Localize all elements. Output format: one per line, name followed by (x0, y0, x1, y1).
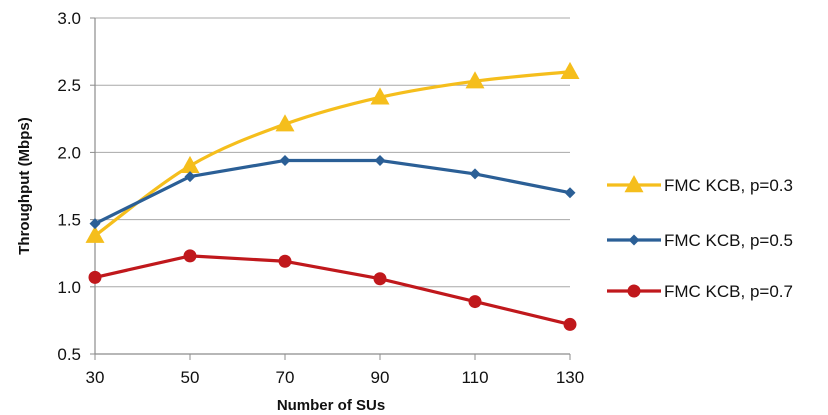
diamond-marker (469, 168, 481, 180)
y-tick-label: 3.0 (57, 9, 81, 28)
series-line (94, 158, 571, 226)
series-2 (89, 154, 576, 230)
circle-marker (88, 270, 102, 284)
diamond-marker (564, 187, 576, 199)
diamond-marker (279, 154, 291, 166)
diamond-marker (89, 218, 101, 230)
circle-marker (373, 272, 387, 286)
series-1 (85, 61, 580, 243)
triangle-marker (624, 175, 644, 193)
x-tick-labels: 30 50 70 90 110 130 (86, 368, 585, 387)
legend-label: FMC KCB, p=0.5 (664, 231, 793, 250)
diamond-marker (628, 234, 640, 246)
circle-marker (468, 295, 482, 309)
series-line (94, 70, 571, 238)
diamond-marker (184, 171, 196, 183)
circle-marker (563, 317, 577, 331)
x-tick-label: 50 (181, 368, 200, 387)
y-tick-label: 0.5 (57, 345, 81, 364)
legend-label: FMC KCB, p=0.3 (664, 176, 793, 195)
gridlines (95, 17, 570, 288)
circle-marker (278, 254, 292, 268)
series-3 (88, 249, 577, 331)
triangle-marker (465, 71, 485, 89)
circle-marker (627, 284, 641, 298)
circle-marker (183, 249, 197, 263)
series-group (85, 61, 580, 331)
x-tick-label: 70 (276, 368, 295, 387)
y-tick-labels: 0.5 1.0 1.5 2.0 2.5 3.0 (57, 9, 81, 364)
axes (90, 17, 571, 360)
x-axis-title: Number of SUs (277, 397, 385, 414)
diamond-marker (374, 154, 386, 166)
legend-item-1: FMC KCB, p=0.3 (607, 175, 793, 195)
legend-item-3: FMC KCB, p=0.7 (607, 282, 793, 301)
y-tick-label: 1.0 (57, 278, 81, 297)
y-axis-title: Throughput (Mbps) (16, 117, 33, 254)
y-tick-label: 2.5 (57, 76, 81, 95)
x-tick-label: 30 (86, 368, 105, 387)
series-line (94, 254, 571, 326)
y-tick-label: 1.5 (57, 211, 81, 230)
triangle-marker (560, 61, 580, 79)
triangle-marker (370, 87, 390, 105)
triangle-marker (180, 155, 200, 174)
triangle-marker (85, 225, 105, 243)
triangle-marker (275, 114, 295, 132)
y-tick-label: 2.0 (57, 143, 81, 162)
legend: FMC KCB, p=0.3 FMC KCB, p=0.5 FMC KCB, p=0… (607, 175, 793, 301)
x-tick-label: 130 (556, 368, 584, 387)
x-tick-label: 110 (461, 368, 488, 387)
x-tick-label: 90 (371, 368, 390, 387)
legend-label: FMC KCB, p=0.7 (664, 282, 793, 301)
legend-item-2: FMC KCB, p=0.5 (607, 231, 793, 250)
